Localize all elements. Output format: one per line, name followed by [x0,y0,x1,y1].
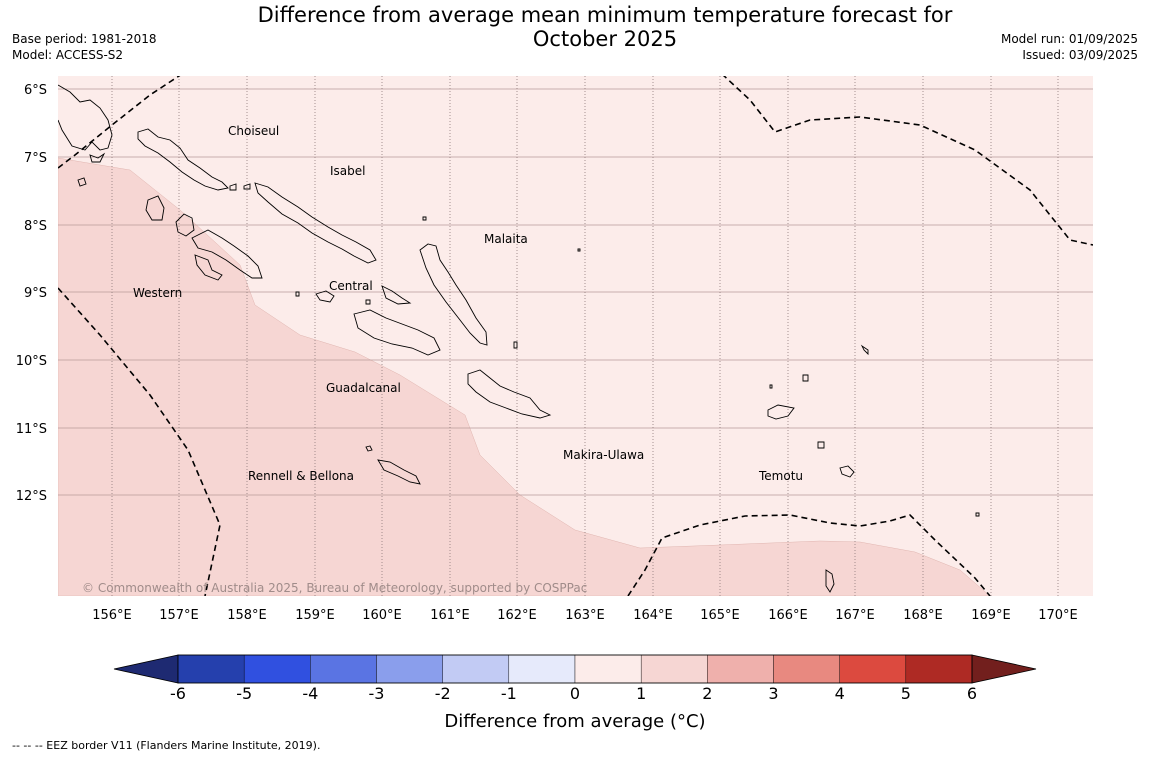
region-label-rennell-bellona: Rennell & Bellona [248,469,354,483]
colorbar-tick-label: 4 [835,684,845,703]
lon-label: 160°E [362,608,402,623]
lon-label: 166°E [768,608,808,623]
lon-label: 164°E [633,608,673,623]
model-run: Model run: 01/09/2025 [1000,32,1138,46]
region-label-guadalcanal: Guadalcanal [326,381,401,395]
colorbar-segment [640,654,708,684]
lon-label: 167°E [835,608,875,623]
lon-label: 162°E [497,608,537,623]
colorbar-segment [508,654,576,684]
colorbar-label: Difference from average (°C) [444,711,705,732]
island-outlines [58,84,980,593]
colorbar-tick-label: 1 [636,684,646,703]
eez-legend-note: -- -- -- EEZ border V11 (Flanders Marine… [12,739,321,752]
model-name: Model: ACCESS-S2 [12,48,124,62]
meta-left: Base period: 1981-2018 Model: ACCESS-S2 [12,31,157,63]
lat-label: 6°S [24,83,47,98]
colorbar-segment [773,654,840,684]
map-title: Difference from average mean minimum tem… [230,3,980,51]
region-label-choiseul: Choiseul [228,124,279,138]
colorbar-tick-label: -5 [236,684,252,703]
lat-label: 9°S [24,286,47,301]
colorbar-segment [243,654,311,684]
region-label-malaita: Malaita [484,232,528,246]
colorbar-segment [177,654,245,684]
lon-label: 163°E [565,608,605,623]
base-period: Base period: 1981-2018 [12,32,157,46]
lat-label: 11°S [16,422,47,437]
region-label-temotu: Temotu [758,469,803,483]
colorbar-segment [376,654,443,684]
latitude-gridlines [58,88,1093,496]
lon-label: 157°E [159,608,199,623]
colorbar-tick-label: -4 [302,684,318,703]
meta-right: Model run: 01/09/2025 Issued: 03/09/2025 [1001,31,1138,63]
colorbar-under-arrow [113,654,179,684]
lon-label: 161°E [430,608,470,623]
lon-label: 168°E [903,608,943,623]
lon-label: 156°E [92,608,132,623]
lat-label: 10°S [16,354,47,369]
colorbar-segment [442,654,510,684]
lon-label: 169°E [971,608,1011,623]
colorbar-tick-label: 0 [570,684,580,703]
lat-label: 12°S [16,489,47,504]
colorbar-over-arrow [971,654,1037,684]
lon-label: 170°E [1038,608,1078,623]
colorbar: -6 -5 -4 -3 -2 -1 0 1 2 3 4 5 6 [113,654,1037,703]
colorbar-tick-label: 6 [967,684,977,703]
colorbar-segment [839,654,907,684]
eez-border [58,76,1093,596]
title-line-2: October 2025 [532,27,678,51]
colorbar-segment [310,654,377,684]
colorbar-segment [574,654,642,684]
colorbar-segment [905,654,973,684]
title-line-1: Difference from average mean minimum tem… [257,3,953,27]
colorbar-tick-label: -6 [170,684,186,703]
colorbar-tick-label: -3 [369,684,385,703]
lon-label: 158°E [227,608,267,623]
lon-label: 165°E [700,608,740,623]
region-label-central: Central [329,279,373,293]
lat-label: 8°S [24,219,47,234]
colorbar-tick-label: -1 [501,684,517,703]
issued-date: Issued: 03/09/2025 [1022,48,1138,62]
colorbar-tick-label: 3 [768,684,778,703]
copyright-notice: © Commonwealth of Australia 2025, Bureau… [82,581,587,595]
colorbar-segment [707,654,774,684]
region-label-isabel: Isabel [330,164,365,178]
colorbar-tick-label: 2 [702,684,712,703]
region-label-western: Western [133,286,182,300]
lon-label: 159°E [295,608,335,623]
lat-label: 7°S [24,151,47,166]
colorbar-tick-label: -2 [435,684,451,703]
region-label-makira-ulawa: Makira-Ulawa [563,448,644,462]
colorbar-tick-label: 5 [901,684,911,703]
